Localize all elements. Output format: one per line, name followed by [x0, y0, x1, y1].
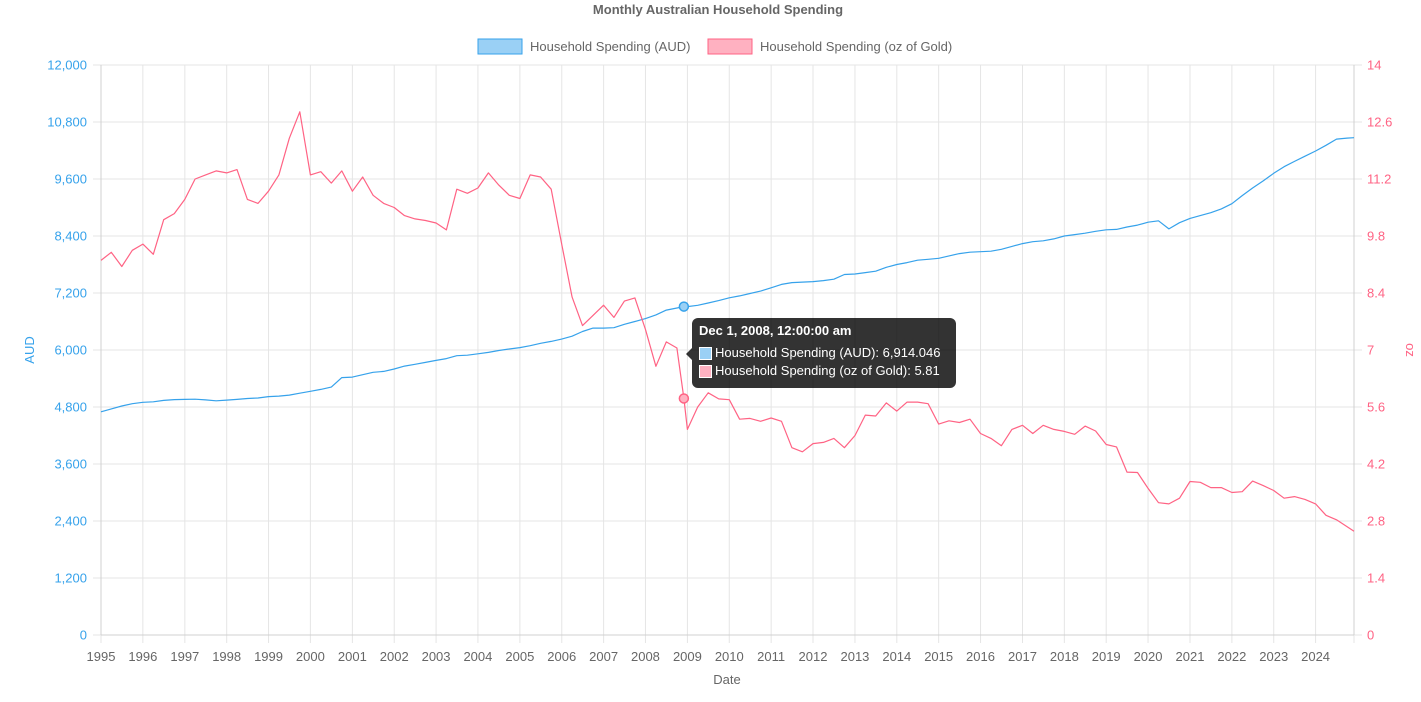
x-tick-label: 2008: [631, 649, 660, 664]
y-left-tick-label: 3,600: [54, 457, 87, 472]
y-left-tick-label: 9,600: [54, 172, 87, 187]
tooltip: Dec 1, 2008, 12:00:00 am Household Spend…: [692, 318, 956, 388]
tooltip-row-gold: Household Spending (oz of Gold): 5.81: [699, 363, 949, 379]
y-left-tick-label: 10,800: [47, 115, 87, 130]
hover-point-aud: [679, 302, 688, 311]
x-tick-label: 1999: [254, 649, 283, 664]
x-tick-label: 1995: [87, 649, 116, 664]
x-tick-label: 2019: [1092, 649, 1121, 664]
x-axis-title: Date: [713, 672, 740, 687]
legend-swatch-aud: [478, 39, 522, 54]
legend-label-aud: Household Spending (AUD): [530, 39, 690, 54]
hover-point-gold: [679, 394, 688, 403]
y-axis-left-title: AUD: [22, 336, 37, 363]
chart-title: Monthly Australian Household Spending: [593, 2, 843, 17]
x-tick-label: 1997: [170, 649, 199, 664]
x-tick-label: 2002: [380, 649, 409, 664]
tooltip-row-gold-text: Household Spending (oz of Gold): 5.81: [715, 363, 940, 379]
y-left-tick-label: 8,400: [54, 229, 87, 244]
x-tick-label: 2007: [589, 649, 618, 664]
y-right-tick-label: 4.2: [1367, 457, 1385, 472]
x-tick-label: 2005: [505, 649, 534, 664]
tooltip-swatch-gold: [699, 365, 712, 378]
legend: Household Spending (AUD) Household Spend…: [478, 39, 952, 54]
x-tick-label: 2018: [1050, 649, 1079, 664]
x-tick-label: 2001: [338, 649, 367, 664]
x-tick-label: 2004: [463, 649, 492, 664]
x-tick-label: 2011: [757, 649, 785, 664]
legend-swatch-gold: [708, 39, 752, 54]
x-tick-label: 2023: [1259, 649, 1288, 664]
x-tick-label: 2006: [547, 649, 576, 664]
y-right-tick-label: 14: [1367, 58, 1381, 73]
x-tick-label: 2003: [422, 649, 451, 664]
y-right-tick-label: 2.8: [1367, 514, 1385, 529]
tooltip-swatch-aud: [699, 347, 712, 360]
x-tick-label: 2012: [799, 649, 828, 664]
y-right-tick-label: 5.6: [1367, 400, 1385, 415]
y-right-tick-label: 12.6: [1367, 115, 1392, 130]
x-tick-label: 2017: [1008, 649, 1037, 664]
y-left-tick-label: 0: [80, 628, 87, 643]
y-left-tick-label: 4,800: [54, 400, 87, 415]
x-tick-label: 2024: [1301, 649, 1330, 664]
tooltip-caret: [686, 348, 692, 360]
x-tick-label: 2000: [296, 649, 325, 664]
y-left-tick-label: 12,000: [47, 58, 87, 73]
legend-item-gold[interactable]: Household Spending (oz of Gold): [708, 39, 952, 54]
x-tick-label: 2009: [673, 649, 702, 664]
x-tick-label: 1998: [212, 649, 241, 664]
y-left-tick-label: 6,000: [54, 343, 87, 358]
y-left-tick-label: 1,200: [54, 571, 87, 586]
tooltip-row-aud: Household Spending (AUD): 6,914.046: [699, 345, 949, 361]
legend-item-aud[interactable]: Household Spending (AUD): [478, 39, 690, 54]
y-left-tick-label: 2,400: [54, 514, 87, 529]
x-tick-label: 2022: [1217, 649, 1246, 664]
tooltip-row-aud-text: Household Spending (AUD): 6,914.046: [715, 345, 940, 361]
x-tick-label: 2013: [840, 649, 869, 664]
y-right-tick-label: 0: [1367, 628, 1374, 643]
y-left-tick-label: 7,200: [54, 286, 87, 301]
y-right-tick-label: 9.8: [1367, 229, 1385, 244]
y-right-tick-label: 1.4: [1367, 571, 1385, 586]
legend-label-gold: Household Spending (oz of Gold): [760, 39, 952, 54]
x-tick-label: 2021: [1176, 649, 1205, 664]
y-right-tick-label: 11.2: [1367, 172, 1391, 187]
x-tick-label: 2020: [1134, 649, 1163, 664]
x-tick-label: 2014: [882, 649, 911, 664]
x-tick-label: 2015: [924, 649, 953, 664]
y-right-tick-label: 7: [1367, 343, 1374, 358]
y-right-tick-label: 8.4: [1367, 286, 1385, 301]
y-axis-right-title: oz: [1403, 343, 1418, 357]
x-tick-label: 2016: [966, 649, 995, 664]
x-tick-label: 2010: [715, 649, 744, 664]
x-tick-label: 1996: [128, 649, 157, 664]
tooltip-title: Dec 1, 2008, 12:00:00 am: [699, 323, 949, 339]
